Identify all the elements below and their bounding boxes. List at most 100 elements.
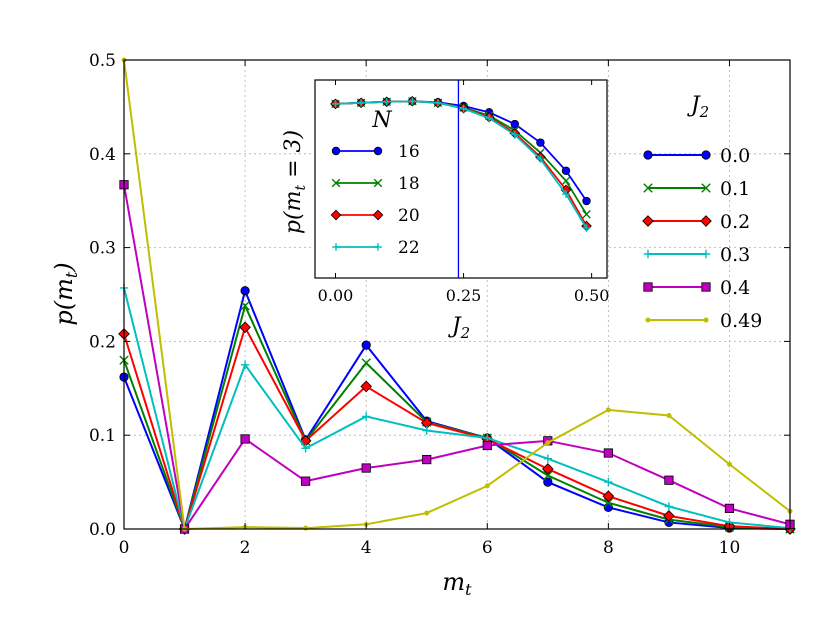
inset-data-point bbox=[510, 130, 519, 139]
inset-series-group bbox=[330, 95, 592, 232]
legend-marker bbox=[643, 150, 653, 160]
legend-label: 0.0 bbox=[720, 145, 750, 167]
data-point bbox=[482, 440, 492, 451]
y-tick-label: 0.1 bbox=[89, 426, 116, 446]
inset-data-point bbox=[382, 97, 391, 106]
inset-x-tick-label: 0.50 bbox=[574, 286, 610, 305]
inset-data-point bbox=[536, 138, 545, 147]
y-tick-label: 0.3 bbox=[89, 239, 116, 259]
data-point bbox=[602, 490, 615, 502]
inset-legend-marker bbox=[332, 243, 340, 251]
data-point bbox=[303, 525, 309, 531]
data-point bbox=[605, 407, 611, 413]
data-point bbox=[240, 301, 250, 311]
legend-marker bbox=[643, 183, 653, 193]
series-line bbox=[123, 184, 791, 532]
inset-data-point bbox=[434, 99, 442, 107]
series-line bbox=[123, 324, 791, 533]
legend-marker bbox=[701, 150, 711, 160]
legend-label: 0.2 bbox=[720, 211, 750, 233]
data-point bbox=[542, 463, 554, 475]
inset-legend-label: 16 bbox=[398, 142, 420, 162]
data-point bbox=[422, 426, 431, 435]
inset-legend-marker bbox=[374, 243, 382, 251]
inset-legend-entry: 22 bbox=[332, 238, 420, 258]
data-point bbox=[604, 477, 613, 487]
data-point bbox=[301, 476, 311, 486]
inset-data-point bbox=[536, 155, 545, 163]
series-0.3 bbox=[119, 283, 795, 534]
data-point bbox=[543, 477, 553, 487]
legend-entry: 0.3 bbox=[643, 244, 750, 266]
inset-data-point bbox=[582, 224, 591, 232]
data-point bbox=[543, 454, 553, 463]
y-tick-label: 0.4 bbox=[89, 145, 116, 165]
series-line bbox=[123, 287, 791, 533]
inset-data-point bbox=[510, 119, 519, 129]
inset-legend-marker bbox=[373, 146, 383, 156]
legend-marker bbox=[701, 282, 711, 292]
x-tick-label: 2 bbox=[240, 538, 251, 558]
data-point bbox=[664, 502, 674, 511]
x-tick-label: 4 bbox=[361, 538, 372, 558]
data-point bbox=[484, 483, 490, 489]
legend-label: 0.3 bbox=[720, 244, 750, 266]
legend-marker bbox=[700, 215, 712, 227]
inset-legend-marker bbox=[372, 209, 384, 221]
data-point bbox=[361, 463, 371, 473]
inset-legend-title: N bbox=[371, 108, 392, 133]
inset-data-point bbox=[561, 166, 571, 175]
inset-legend-marker bbox=[331, 178, 341, 188]
inset-x-tick-label: 0.25 bbox=[446, 286, 482, 305]
legend-marker bbox=[703, 317, 709, 323]
legend-label: 0.1 bbox=[720, 178, 750, 200]
y-tick-label: 0.2 bbox=[89, 332, 116, 352]
legend-marker bbox=[701, 183, 711, 193]
legend-entry: 0.2 bbox=[642, 211, 750, 233]
data-point bbox=[301, 444, 310, 453]
data-point bbox=[666, 412, 672, 419]
inset-data-point bbox=[408, 97, 417, 106]
y-tick-label: 0.0 bbox=[89, 520, 116, 540]
inset-data-point bbox=[357, 99, 365, 107]
inset-data-point bbox=[582, 196, 591, 206]
main-legend: 0.0 0.1 0.2 0.3 0.4 0.49 bbox=[642, 145, 762, 332]
legend-marker bbox=[643, 249, 653, 259]
data-point bbox=[543, 470, 553, 481]
data-point bbox=[726, 461, 733, 467]
legend-marker bbox=[645, 317, 651, 323]
data-point bbox=[239, 321, 251, 334]
legend-label: 0.4 bbox=[720, 277, 750, 299]
legend-label: 0.49 bbox=[720, 310, 762, 332]
inset-data-point bbox=[582, 210, 591, 219]
data-point bbox=[483, 433, 492, 443]
inset-legend-entry: 20 bbox=[330, 206, 420, 226]
data-point bbox=[424, 510, 430, 516]
inset-x-tick-label: 0.00 bbox=[318, 286, 354, 305]
inset-legend-marker bbox=[373, 178, 383, 188]
data-point bbox=[361, 358, 371, 368]
data-point bbox=[240, 360, 250, 370]
data-point bbox=[361, 412, 371, 421]
inset-data-point bbox=[485, 114, 493, 123]
x-tick-label: 10 bbox=[719, 538, 741, 558]
inset-legend: 16 18 20 22 bbox=[330, 142, 420, 258]
inset-y-axis-label: p(mt = 3) bbox=[281, 130, 309, 234]
main-ticks: 0 2 4 6 8 10 0.0 0.1 0.2 0.3 0.4 0.5 bbox=[89, 51, 790, 558]
data-point bbox=[603, 498, 614, 508]
data-point bbox=[240, 286, 250, 296]
inset-data-point bbox=[459, 104, 468, 113]
legend-marker bbox=[643, 282, 653, 292]
legend-entry: 0.4 bbox=[643, 277, 750, 299]
inset-legend-label: 20 bbox=[398, 206, 420, 226]
inset-data-point bbox=[561, 176, 571, 186]
inset-series-22 bbox=[331, 97, 591, 232]
inset-legend-label: 22 bbox=[398, 238, 420, 258]
data-point bbox=[361, 340, 371, 350]
x-tick-label: 6 bbox=[482, 538, 493, 558]
y-tick-label: 0.5 bbox=[89, 51, 116, 71]
legend-entry: 0.0 bbox=[643, 145, 750, 167]
inset-plot-frame bbox=[314, 79, 608, 279]
legend-entry: 0.1 bbox=[643, 178, 750, 200]
